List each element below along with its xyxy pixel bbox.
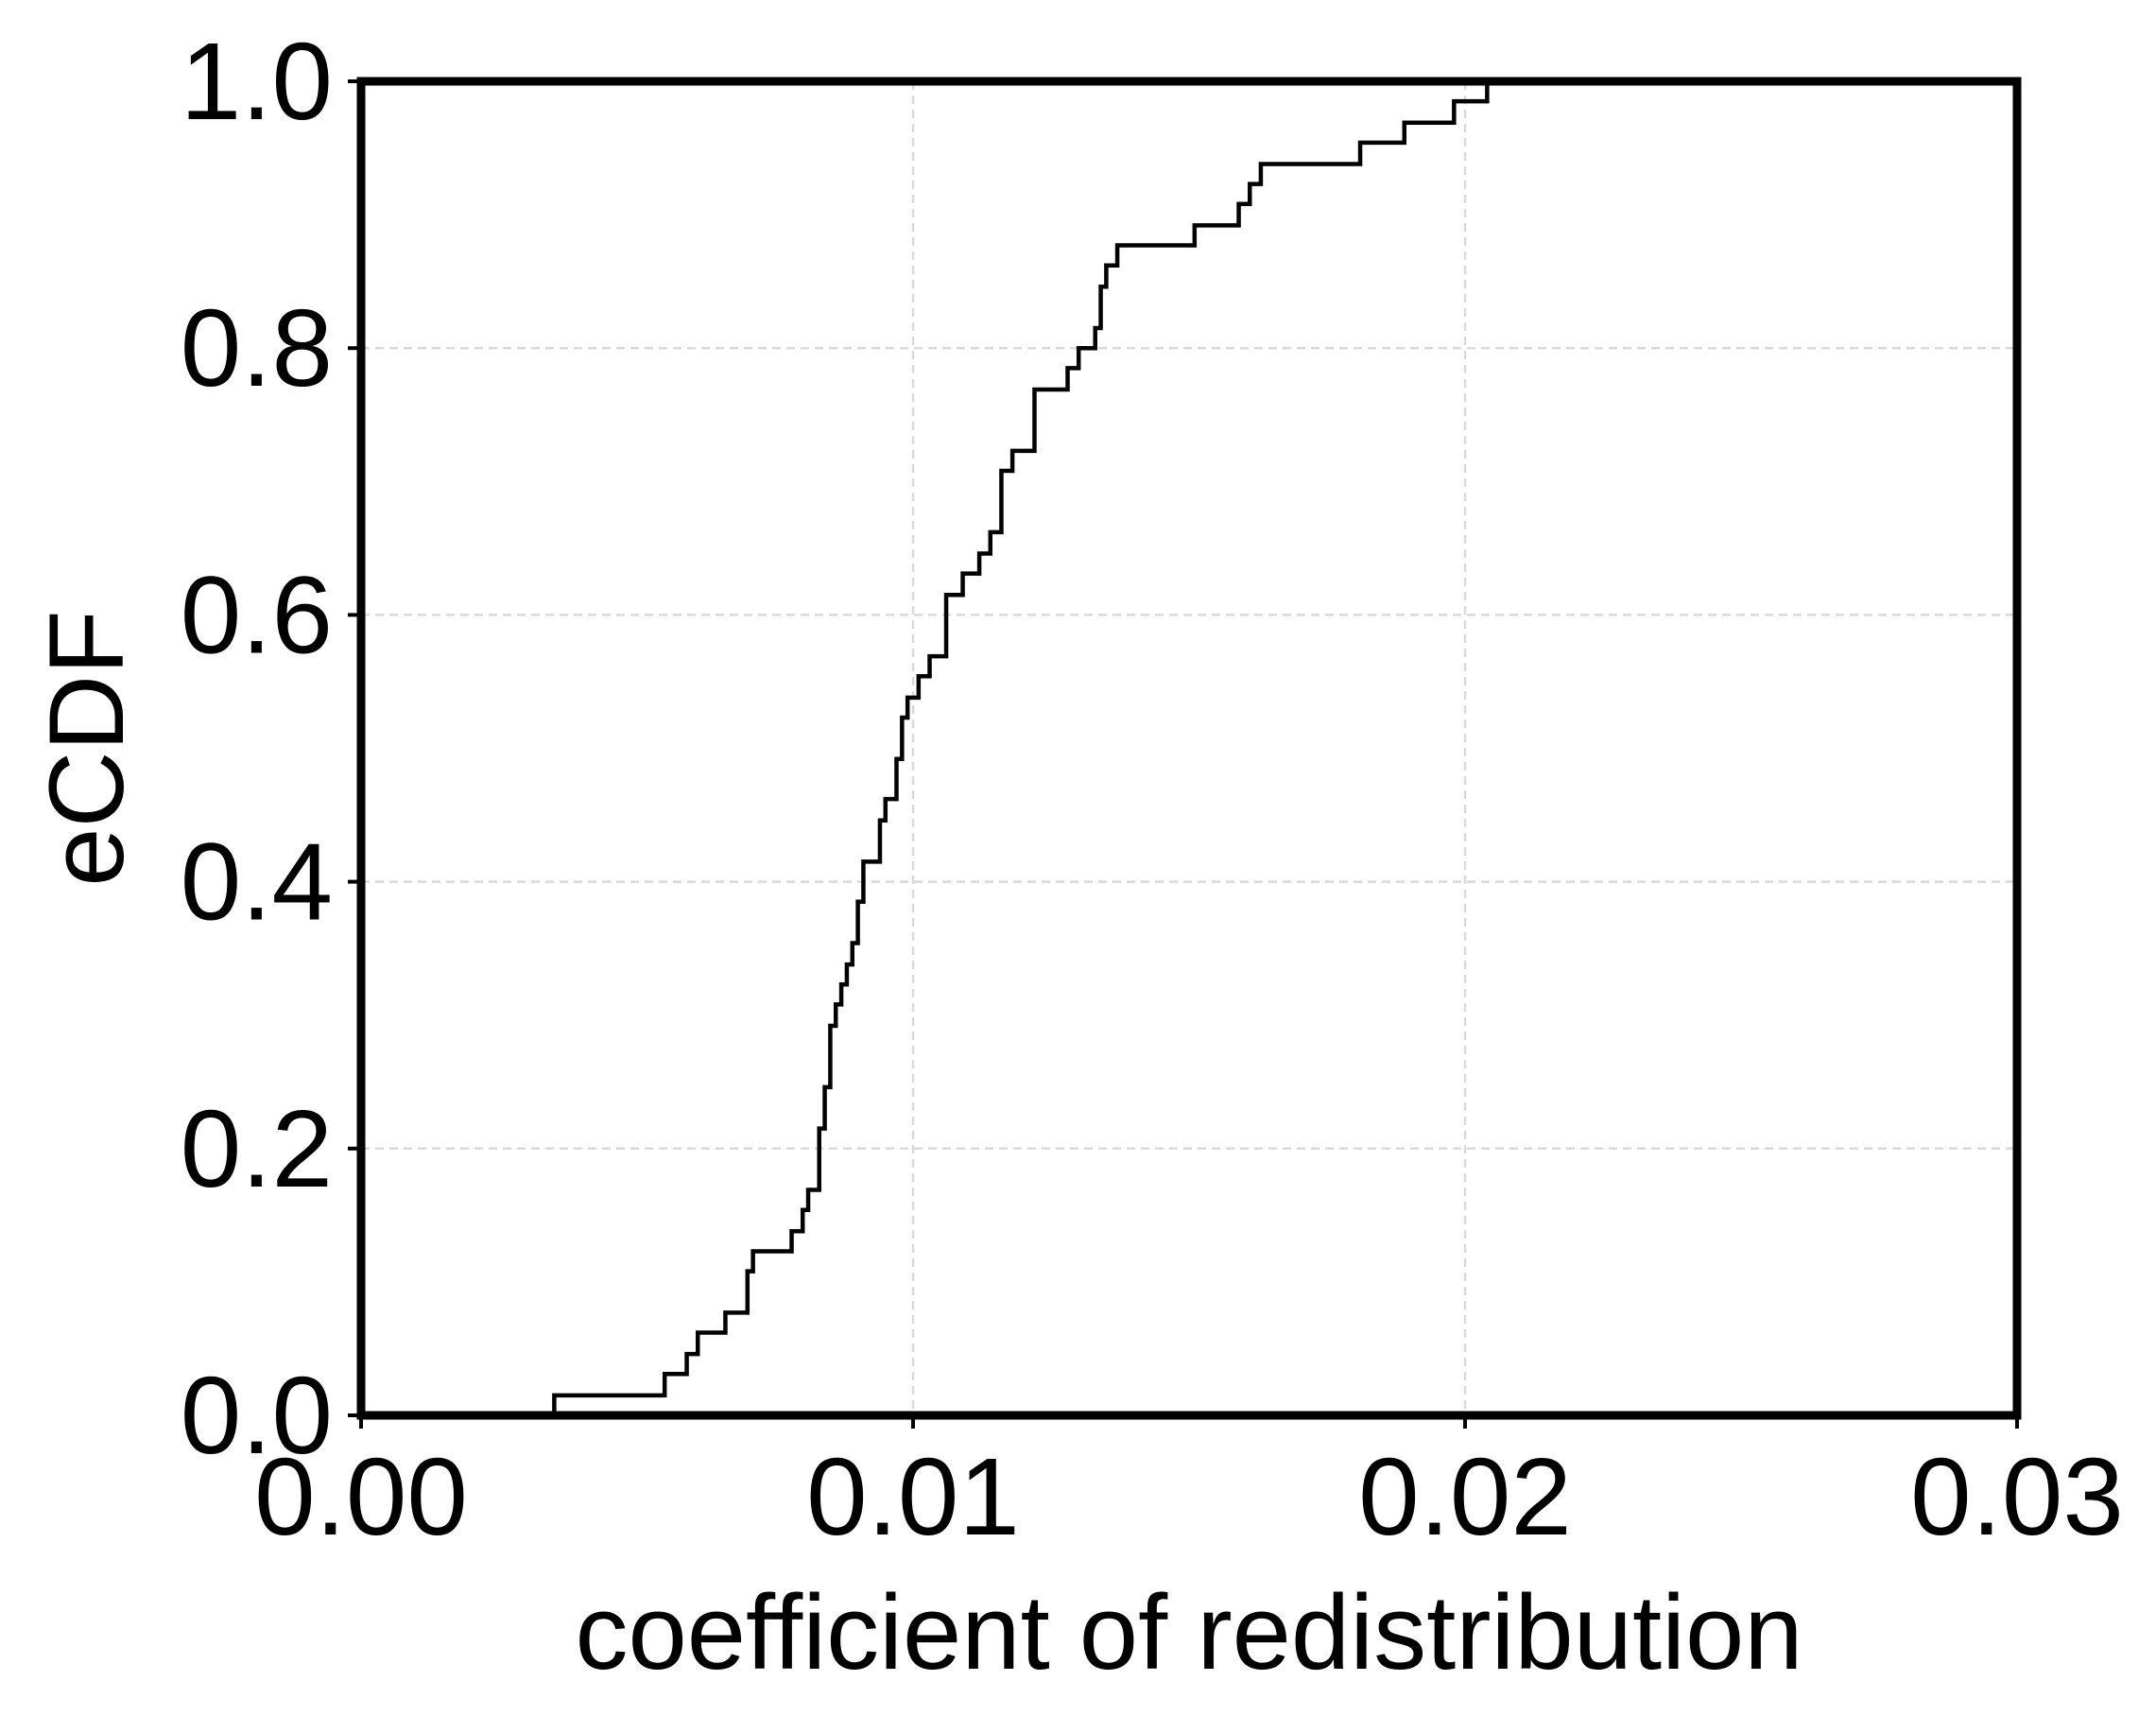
grid (361, 81, 2017, 1415)
x-tick-label: 0.02 (1358, 1435, 1572, 1558)
plot-frame (356, 77, 2022, 1420)
y-tick-label: 0.6 (181, 553, 333, 676)
y-tick-label: 0.8 (181, 286, 333, 409)
y-tick-label: 1.0 (181, 20, 333, 143)
x-tick-label: 0.00 (254, 1435, 468, 1558)
y-axis-ticks: 0.0 0.2 0.4 0.6 0.8 1.0 (181, 20, 361, 1477)
x-axis-ticks: 0.00 0.01 0.02 0.03 (254, 1415, 2124, 1558)
y-tick-label: 0.0 (181, 1354, 333, 1477)
y-axis-label: eCDF (27, 610, 146, 886)
x-tick-label: 0.03 (1910, 1435, 2124, 1558)
x-tick-label: 0.01 (806, 1435, 1020, 1558)
y-tick-label: 0.2 (181, 1087, 333, 1210)
ecdf-step-line (361, 78, 1752, 1418)
x-axis-label: coefficient of redistribution (575, 1573, 1802, 1691)
y-tick-label: 0.4 (181, 821, 333, 944)
